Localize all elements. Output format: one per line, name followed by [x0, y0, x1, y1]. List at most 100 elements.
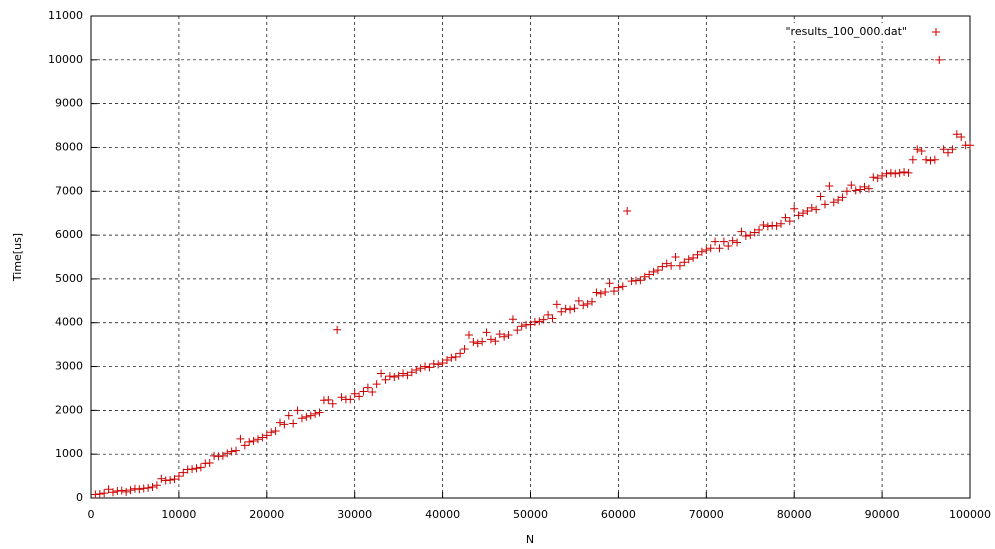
point [504, 330, 513, 339]
point [108, 488, 117, 497]
point [135, 485, 144, 494]
point [126, 486, 135, 495]
point [900, 167, 909, 176]
point [794, 211, 803, 220]
y-tick-label: 8000 [55, 140, 83, 153]
point [144, 483, 153, 492]
x-tick-label: 90000 [865, 508, 900, 521]
point [289, 419, 298, 428]
point [838, 193, 847, 202]
legend-symbol [932, 28, 940, 36]
point [104, 485, 113, 494]
point [267, 428, 276, 437]
point [610, 287, 619, 296]
point [592, 288, 601, 297]
point [152, 481, 161, 490]
point [232, 446, 241, 455]
point [917, 146, 926, 155]
point [526, 320, 535, 329]
point [425, 363, 434, 372]
x-tick-label: 80000 [777, 508, 812, 521]
point [957, 132, 966, 141]
point [117, 486, 126, 495]
point [596, 289, 605, 298]
point [803, 206, 812, 215]
point [346, 395, 355, 404]
y-tick-label: 4000 [55, 316, 83, 329]
point [447, 353, 456, 362]
y-tick-label: 11000 [48, 9, 83, 22]
point [588, 297, 597, 306]
point [842, 187, 851, 196]
point [671, 253, 680, 261]
point [500, 332, 509, 341]
point [170, 475, 179, 484]
point [297, 414, 306, 423]
point [706, 244, 715, 253]
point [399, 369, 408, 378]
point [741, 231, 750, 240]
point [944, 148, 953, 157]
y-tick-label: 10000 [48, 53, 83, 66]
point [306, 411, 315, 420]
point [680, 258, 689, 267]
point [539, 315, 548, 324]
point [148, 483, 157, 492]
point [605, 279, 614, 288]
point [715, 244, 724, 253]
point [653, 266, 662, 275]
point [469, 338, 478, 347]
point [851, 186, 860, 195]
point [561, 304, 570, 313]
point [196, 463, 205, 472]
point [122, 487, 131, 496]
point [728, 236, 737, 245]
x-tick-label: 10000 [161, 508, 196, 521]
point [658, 262, 667, 271]
point [535, 317, 544, 326]
point [95, 490, 104, 499]
point [227, 447, 236, 456]
point [174, 472, 183, 481]
point [385, 372, 394, 381]
point [623, 206, 632, 215]
point [473, 339, 482, 348]
point [750, 228, 759, 237]
point [790, 204, 799, 213]
y-tick-label: 7000 [55, 184, 83, 197]
point [860, 182, 869, 191]
point [442, 355, 451, 364]
point [350, 389, 359, 398]
point [649, 267, 658, 276]
point [781, 213, 790, 222]
point [275, 418, 284, 427]
point [333, 325, 342, 334]
point [816, 192, 825, 201]
point [939, 145, 948, 154]
point [451, 352, 460, 361]
point [785, 217, 794, 226]
point [746, 231, 755, 240]
point [759, 221, 768, 230]
point [486, 335, 495, 344]
point [302, 412, 311, 421]
point [456, 349, 465, 358]
point [407, 368, 416, 377]
point [416, 364, 425, 373]
point [372, 380, 381, 389]
point [390, 373, 399, 382]
point [271, 426, 280, 435]
point [513, 326, 522, 335]
point [377, 369, 386, 378]
point [829, 198, 838, 207]
point [368, 387, 377, 396]
point [719, 237, 728, 246]
point [645, 270, 654, 279]
point [157, 474, 166, 483]
point [702, 245, 711, 254]
point [882, 169, 891, 178]
point [517, 322, 526, 331]
point [952, 130, 961, 139]
point [293, 406, 302, 415]
